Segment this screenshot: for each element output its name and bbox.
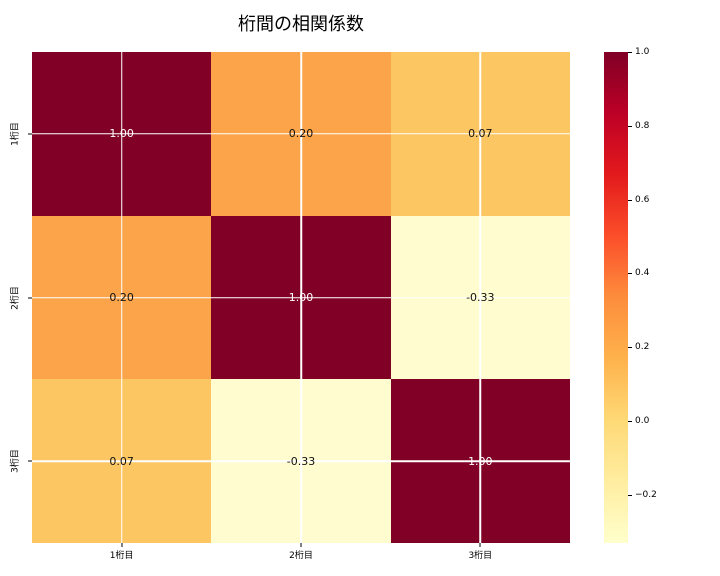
y-axis-tick xyxy=(28,133,32,135)
cell-value: 0.20 xyxy=(109,290,134,304)
heatmap-cell-r2c2: 1.00 xyxy=(390,379,570,543)
colorbar-tickmark xyxy=(628,420,632,422)
x-axis-tick xyxy=(479,543,481,547)
x-tick-label: 2桁目 xyxy=(289,551,313,561)
heatmap-cells: 1.00 0.20 0.07 0.20 1.00 -0.33 0.07 -0.3… xyxy=(32,52,570,543)
colorbar-tickmark xyxy=(628,272,632,274)
cell-value: 0.20 xyxy=(288,127,314,141)
cell-value: 0.07 xyxy=(468,127,493,141)
heatmap-cell-r1c2: -0.33 xyxy=(390,215,570,380)
heatmap-cell-r0c0: 1.00 xyxy=(32,52,212,216)
colorbar-tickmark xyxy=(628,199,632,201)
colorbar-tick-label: −0.2 xyxy=(635,490,657,500)
cell-value: 1.00 xyxy=(109,127,134,141)
heatmap-cell-r2c1: -0.33 xyxy=(211,379,391,543)
x-axis-labels: 1桁目 2桁目 3桁目 xyxy=(32,548,570,562)
colorbar-tickmark xyxy=(628,125,632,127)
heatmap-cell-r1c1: 1.00 xyxy=(211,215,391,380)
colorbar-tickmark xyxy=(628,346,632,348)
heatmap-cell-r2c0: 0.07 xyxy=(32,379,212,543)
y-axis-labels: 1桁目 2桁目 3桁目 xyxy=(0,52,32,543)
heatmap-cell-r0c1: 0.20 xyxy=(211,52,391,216)
y-tick-label: 2桁目 xyxy=(10,285,21,310)
colorbar-tick-label: 0.4 xyxy=(635,268,650,278)
colorbar: 1.0 0.8 0.6 0.4 0.2 0.0 −0.2 xyxy=(604,47,657,543)
heatmap-cell-r0c2: 0.07 xyxy=(390,52,570,216)
y-tick-label: 3桁目 xyxy=(10,449,21,474)
heatmap: 1.00 0.20 0.07 0.20 1.00 -0.33 0.07 -0.3… xyxy=(28,52,570,547)
colorbar-tickmark xyxy=(628,494,632,496)
y-axis-tick xyxy=(28,297,32,298)
colorbar-tick-label: 0.6 xyxy=(635,195,650,205)
colorbar-tick-label: 0.2 xyxy=(635,342,650,352)
x-tick-label: 3桁目 xyxy=(468,551,493,561)
colorbar-tick-label: 0.0 xyxy=(635,416,650,426)
x-axis-tick xyxy=(121,543,123,547)
cell-value: 0.07 xyxy=(109,454,134,468)
cell-value: -0.33 xyxy=(286,454,316,468)
cell-value: 1.00 xyxy=(468,454,493,468)
colorbar-tickmark xyxy=(628,51,632,53)
heatmap-cell-r1c0: 0.20 xyxy=(32,215,212,380)
x-axis-tick xyxy=(300,543,302,547)
y-axis-tick xyxy=(28,460,32,462)
x-tick-label: 1桁目 xyxy=(109,551,134,561)
colorbar-tick-label: 1.0 xyxy=(635,47,650,57)
cell-value: -0.33 xyxy=(466,290,495,304)
cell-value: 1.00 xyxy=(288,290,314,304)
colorbar-gradient xyxy=(604,52,628,543)
colorbar-tick-label: 0.8 xyxy=(635,121,650,131)
chart-title: 桁間の相関係数 xyxy=(238,14,364,35)
y-tick-label: 1桁目 xyxy=(10,121,21,146)
